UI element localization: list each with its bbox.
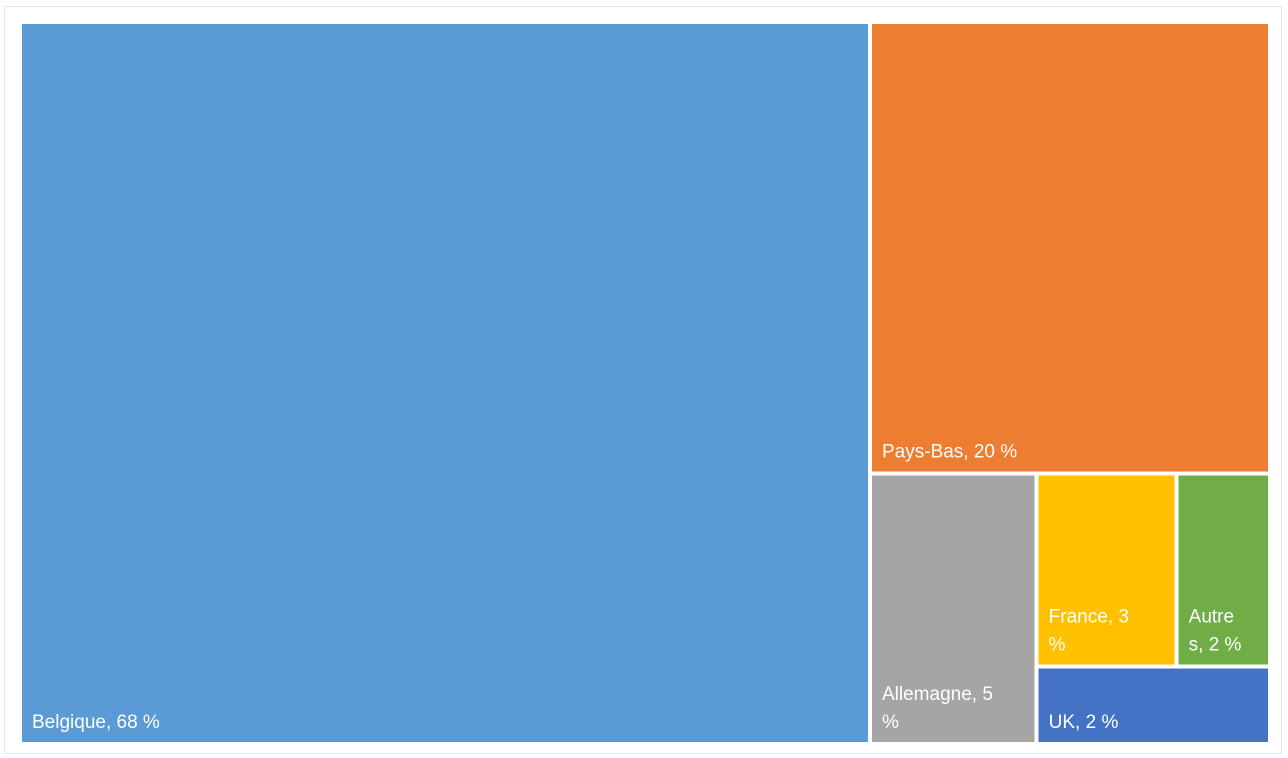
tile-label-allemagne: Allemagne, 5% xyxy=(882,684,993,733)
treemap-tile-autres: Autre s, 2 % xyxy=(1178,475,1268,665)
chart-frame xyxy=(4,6,1282,754)
treemap-tile-allemagne: Allemagne, 5% xyxy=(872,475,1035,742)
treemap-tile-uk: UK, 2 % xyxy=(1038,668,1268,742)
tile-label-line: Belgique, 68 % xyxy=(32,712,160,733)
tile-label-line: Allemagne, 5 xyxy=(882,684,993,705)
tile-rect-uk xyxy=(1038,668,1268,742)
tile-label-line: Autre xyxy=(1189,607,1234,628)
tile-label-uk: UK, 2 % xyxy=(1049,712,1119,733)
tile-label-line: Pays-Bas, 20 % xyxy=(882,441,1017,462)
tile-label-france: France, 3% xyxy=(1049,607,1129,656)
tile-rect-pays-bas xyxy=(872,24,1268,472)
tile-rect-france xyxy=(1038,475,1175,665)
tile-label-line: UK, 2 % xyxy=(1049,712,1119,733)
tile-label-line: % xyxy=(882,712,899,733)
tile-label-pays-bas: Pays-Bas, 20 % xyxy=(882,441,1017,462)
treemap-tile-france: France, 3% xyxy=(1038,475,1175,665)
tile-label-line: France, 3 xyxy=(1049,607,1129,628)
treemap-tile-pays-bas: Pays-Bas, 20 % xyxy=(872,24,1268,472)
tile-rect-allemagne xyxy=(872,475,1035,742)
tile-rect-belgique xyxy=(22,24,868,742)
tile-rect-autres xyxy=(1178,475,1268,665)
tile-label-line: s, 2 % xyxy=(1189,635,1242,656)
tile-label-line: % xyxy=(1049,635,1066,656)
treemap-tile-belgique: Belgique, 68 % xyxy=(22,24,868,742)
tile-label-autres: Autre s, 2 % xyxy=(1189,607,1242,656)
tile-label-belgique: Belgique, 68 % xyxy=(32,712,160,733)
